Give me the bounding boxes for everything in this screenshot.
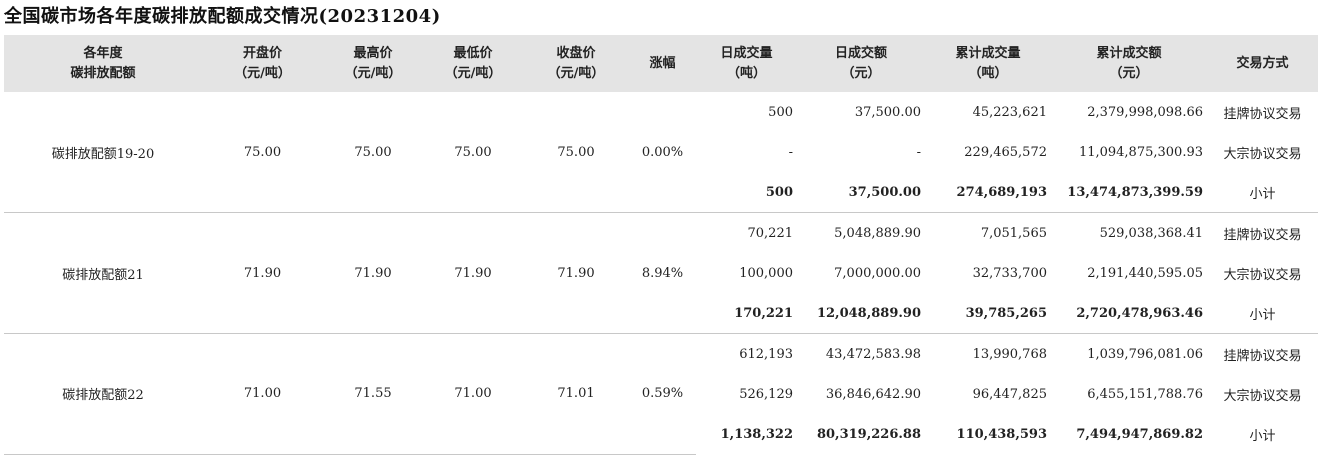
table-row: 碳排放配额21 71.90 71.90 71.90 71.90 8.94% 70… xyxy=(4,212,1318,334)
price-change: 8.94% xyxy=(629,212,696,334)
cumulative-amount: 11,094,875,300.93 xyxy=(1078,144,1203,160)
header-daily-amount: 日成交额 （元） xyxy=(797,35,925,92)
close-price: 71.01 xyxy=(523,333,629,455)
cumulative-amount: 2,379,998,098.66 xyxy=(1087,104,1203,120)
trade-mode: 大宗协议交易 xyxy=(1223,388,1302,404)
subtotal-row: 170,221 12,048,889.90 39,785,265 2,720,4… xyxy=(4,293,1318,334)
subtotal-label: 小计 xyxy=(1249,428,1276,444)
daily-amount: 36,846,642.90 xyxy=(825,386,921,402)
daily-amount-subtotal: 37,500.00 xyxy=(797,172,925,213)
header-open-price: 开盘价 （元/吨） xyxy=(202,35,323,92)
header-cumulative-volume: 累计成交量 （吨） xyxy=(925,35,1051,92)
carbon-trading-table: 各年度 碳排放配额 开盘价 （元/吨） 最高价 （元/吨） 最低价 （元/吨） … xyxy=(4,35,1318,455)
cumulative-volume-subtotal: 39,785,265 xyxy=(925,293,1051,334)
low-price: 75.00 xyxy=(423,92,523,213)
open-price: 75.00 xyxy=(202,92,323,213)
low-price: 71.00 xyxy=(423,333,523,455)
allowance-name: 碳排放配额19-20 xyxy=(4,92,202,213)
daily-amount: 43,472,583.98 xyxy=(825,346,921,362)
trade-mode: 挂牌协议交易 xyxy=(1223,106,1302,122)
daily-amount: 5,048,889.90 xyxy=(834,225,921,241)
header-trade-mode: 交易方式 xyxy=(1207,35,1318,92)
allowance-name: 碳排放配额21 xyxy=(4,212,202,334)
trade-mode: 大宗协议交易 xyxy=(1223,146,1302,162)
cumulative-amount: 1,039,796,081.06 xyxy=(1087,346,1203,362)
open-price: 71.00 xyxy=(202,333,323,455)
daily-volume: 526,129 xyxy=(739,386,793,402)
daily-amount-subtotal: 12,048,889.90 xyxy=(797,293,925,334)
table-row: 100,000 7,000,000.00 32,733,700 2,191,44… xyxy=(4,253,1318,293)
subtotal-row: 500 37,500.00 274,689,193 13,474,873,399… xyxy=(4,172,1318,213)
cumulative-amount-subtotal: 7,494,947,869.82 xyxy=(1076,426,1203,442)
table-row: 碳排放配额19-20 75.00 75.00 75.00 75.00 0.00%… xyxy=(4,92,1318,213)
daily-volume-subtotal: 500 xyxy=(696,172,797,213)
close-price: 75.00 xyxy=(523,92,629,213)
daily-volume: 612,193 xyxy=(739,346,793,362)
daily-amount-subtotal: 80,319,226.88 xyxy=(816,426,921,442)
cumulative-volume: 45,223,621 xyxy=(972,104,1047,120)
cumulative-volume: 7,051,565 xyxy=(980,225,1047,241)
daily-volume: - xyxy=(788,144,793,160)
page-title: 全国碳市场各年度碳排放配额成交情况(20231204) xyxy=(4,6,441,27)
table-row: - - 229,465,572 11,094,875,300.93 大宗协议交易 xyxy=(4,132,1318,172)
header-daily-volume: 日成交量 （吨） xyxy=(696,35,797,92)
cumulative-volume-subtotal: 274,689,193 xyxy=(925,172,1051,213)
open-price: 71.90 xyxy=(202,212,323,334)
subtotal-row: 1,138,322 80,319,226.88 110,438,593 7,49… xyxy=(4,414,1318,454)
header-change: 涨幅 xyxy=(629,35,696,92)
header-high-price: 最高价 （元/吨） xyxy=(323,35,423,92)
high-price: 75.00 xyxy=(323,92,423,213)
low-price: 71.90 xyxy=(423,212,523,334)
high-price: 71.90 xyxy=(323,212,423,334)
header-cumulative-amount: 累计成交额 （元） xyxy=(1051,35,1207,92)
header-low-price: 最低价 （元/吨） xyxy=(423,35,523,92)
cumulative-volume: 13,990,768 xyxy=(972,346,1047,362)
price-change: 0.00% xyxy=(629,92,696,213)
cumulative-amount: 6,455,151,788.76 xyxy=(1087,386,1203,402)
daily-amount: 37,500.00 xyxy=(854,104,921,120)
daily-amount: - xyxy=(916,144,921,160)
table-header-row: 各年度 碳排放配额 开盘价 （元/吨） 最高价 （元/吨） 最低价 （元/吨） … xyxy=(4,35,1318,92)
cumulative-amount: 2,191,440,595.05 xyxy=(1087,265,1203,281)
trade-mode: 挂牌协议交易 xyxy=(1223,348,1302,364)
table-row: 526,129 36,846,642.90 96,447,825 6,455,1… xyxy=(4,374,1318,414)
daily-volume: 500 xyxy=(768,104,793,120)
daily-volume-subtotal: 1,138,322 xyxy=(720,426,793,442)
trade-mode: 大宗协议交易 xyxy=(1223,267,1302,283)
daily-amount: 7,000,000.00 xyxy=(834,265,921,281)
high-price: 71.55 xyxy=(323,333,423,455)
cumulative-volume: 96,447,825 xyxy=(972,386,1047,402)
daily-volume: 100,000 xyxy=(739,265,793,281)
subtotal-label: 小计 xyxy=(1207,293,1318,334)
daily-volume-subtotal: 170,221 xyxy=(696,293,797,334)
close-price: 71.90 xyxy=(523,212,629,334)
cumulative-volume-subtotal: 110,438,593 xyxy=(956,426,1047,442)
cumulative-amount: 529,038,368.41 xyxy=(1099,225,1203,241)
subtotal-label: 小计 xyxy=(1207,172,1318,213)
cumulative-volume: 229,465,572 xyxy=(964,144,1047,160)
daily-volume: 70,221 xyxy=(747,225,794,241)
trade-mode: 挂牌协议交易 xyxy=(1223,227,1302,243)
cumulative-amount-subtotal: 13,474,873,399.59 xyxy=(1051,172,1207,213)
cumulative-amount-subtotal: 2,720,478,963.46 xyxy=(1051,293,1207,334)
table-row: 碳排放配额22 71.00 71.55 71.00 71.01 0.59% 61… xyxy=(4,333,1318,455)
price-change: 0.59% xyxy=(629,333,696,455)
cumulative-volume: 32,733,700 xyxy=(972,265,1047,281)
allowance-name: 碳排放配额22 xyxy=(4,333,202,455)
header-year-allowance: 各年度 碳排放配额 xyxy=(4,35,202,92)
header-close-price: 收盘价 （元/吨） xyxy=(523,35,629,92)
